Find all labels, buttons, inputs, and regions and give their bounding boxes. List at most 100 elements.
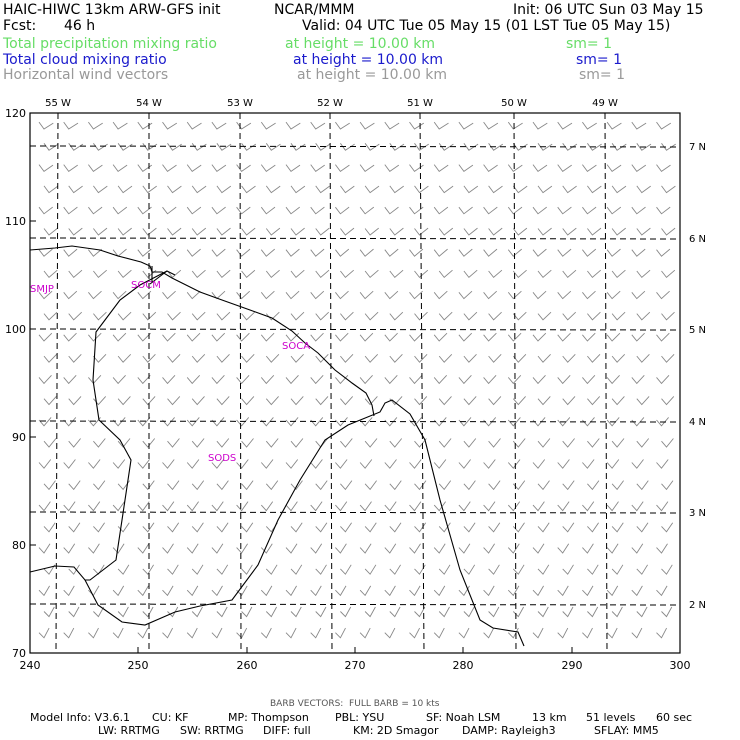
wind-barb xyxy=(507,543,520,554)
wind-barb xyxy=(260,585,273,597)
wind-barb xyxy=(636,227,651,236)
wind-barb xyxy=(241,396,255,406)
wind-barb xyxy=(162,501,175,512)
wind-barb xyxy=(216,480,229,491)
wind-barb xyxy=(359,543,372,554)
wind-barb xyxy=(290,311,305,321)
wind-barb xyxy=(438,269,453,279)
wind-barb xyxy=(117,396,131,406)
wind-barb xyxy=(661,269,676,279)
wind-barb xyxy=(557,332,571,342)
wind-barb xyxy=(335,543,347,554)
wind-barb xyxy=(285,290,300,300)
wind-barb xyxy=(310,374,324,385)
wind-barb xyxy=(389,269,404,279)
wind-barb xyxy=(384,501,397,512)
wind-barb xyxy=(265,143,281,151)
wind-barb xyxy=(191,396,205,406)
wind-barb xyxy=(389,353,403,363)
wind-barb xyxy=(636,438,650,448)
wind-barb xyxy=(611,311,626,321)
wind-barb xyxy=(38,332,53,342)
wind-barb xyxy=(463,480,476,491)
wind-barb xyxy=(216,227,231,236)
grid-line xyxy=(513,112,517,654)
wind-barb xyxy=(241,606,253,618)
wind-barb xyxy=(310,248,325,257)
wind-barb xyxy=(142,480,155,491)
wind-barb xyxy=(236,501,249,512)
wind-barb xyxy=(507,417,521,427)
wind-barb xyxy=(93,311,107,321)
model-info-cu: CU: KF xyxy=(152,711,189,724)
wind-barb xyxy=(88,501,101,512)
wind-barb xyxy=(340,185,355,194)
wind-barb xyxy=(137,121,153,130)
wind-barb xyxy=(162,248,177,257)
wind-barb xyxy=(562,185,577,194)
wind-barb xyxy=(340,480,353,491)
wind-barb xyxy=(661,438,674,448)
wind-barb xyxy=(162,332,176,342)
lon-label: 54 W xyxy=(136,98,162,109)
wind-barb xyxy=(236,543,248,554)
wind-barb xyxy=(216,143,232,151)
wind-barb xyxy=(389,522,402,533)
wind-barb xyxy=(631,543,644,554)
wind-barb xyxy=(582,459,595,469)
wind-barb xyxy=(532,501,545,512)
wind-barb xyxy=(335,290,349,300)
wind-barb xyxy=(384,374,398,385)
wind-barb xyxy=(88,543,100,554)
station-socm: SOCM xyxy=(131,280,161,291)
wind-barb xyxy=(433,206,449,215)
wind-barb xyxy=(241,480,254,491)
wind-barb xyxy=(265,353,280,363)
wind-barb xyxy=(290,353,304,363)
wind-barb xyxy=(488,227,503,236)
wind-barb xyxy=(438,353,453,363)
wind-barb xyxy=(88,248,103,257)
wind-barb xyxy=(142,522,155,533)
wind-barb xyxy=(265,480,279,491)
wind-barb xyxy=(191,564,204,575)
wind-barb xyxy=(656,290,670,300)
wind-barb xyxy=(88,332,102,342)
wind-barb xyxy=(562,522,575,533)
model-info-lw: LW: RRTMG xyxy=(98,724,160,737)
wind-barb xyxy=(142,438,156,448)
wind-barb xyxy=(433,332,448,342)
wind-barb xyxy=(260,459,274,469)
wind-barb xyxy=(537,606,549,618)
wind-barb xyxy=(438,438,452,448)
wind-barb xyxy=(631,248,646,257)
wind-barb xyxy=(512,396,526,406)
wind-barb xyxy=(532,459,546,469)
wind-barb xyxy=(211,121,227,130)
wind-barb xyxy=(335,501,348,512)
wind-barb xyxy=(162,417,175,427)
wind-barb xyxy=(112,206,128,215)
wind-barb xyxy=(587,480,600,491)
wind-barb xyxy=(43,522,56,533)
wind-barb xyxy=(557,248,572,257)
wind-barb xyxy=(112,417,126,427)
wind-barb xyxy=(285,206,300,215)
wind-barb xyxy=(290,522,303,533)
wind-barb xyxy=(537,564,550,575)
wind-barb xyxy=(656,164,671,173)
wind-barb xyxy=(137,543,150,554)
wind-barb xyxy=(409,332,423,342)
wind-barb xyxy=(532,248,547,257)
model-info-sf: SF: Noah LSM xyxy=(426,711,501,724)
wind-barb xyxy=(285,543,298,554)
wind-barb xyxy=(532,164,548,173)
wind-barb xyxy=(68,522,81,533)
wind-barb xyxy=(438,143,454,151)
wind-barb xyxy=(315,185,330,194)
wind-barb xyxy=(661,143,676,151)
y-tick-label: 110 xyxy=(5,215,26,228)
wind-barb xyxy=(186,501,199,512)
wind-barb xyxy=(359,332,374,342)
wind-barb xyxy=(611,396,625,406)
